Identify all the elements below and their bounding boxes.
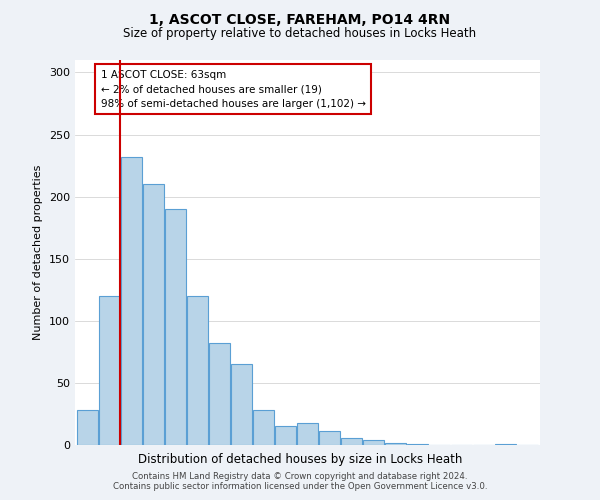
Bar [209, 343, 230, 445]
Y-axis label: Number of detached properties: Number of detached properties [34, 165, 43, 340]
Text: Distribution of detached houses by size in Locks Heath: Distribution of detached houses by size … [138, 452, 462, 466]
Bar [496, 444, 517, 445]
Bar [407, 444, 428, 445]
Bar [98, 296, 119, 445]
Bar [253, 410, 274, 445]
Text: 1, ASCOT CLOSE, FAREHAM, PO14 4RN: 1, ASCOT CLOSE, FAREHAM, PO14 4RN [149, 12, 451, 26]
Text: Size of property relative to detached houses in Locks Heath: Size of property relative to detached ho… [124, 28, 476, 40]
Bar [187, 296, 208, 445]
Text: Contains HM Land Registry data © Crown copyright and database right 2024.: Contains HM Land Registry data © Crown c… [132, 472, 468, 481]
Bar [275, 426, 296, 445]
Bar [319, 432, 340, 445]
Text: 1 ASCOT CLOSE: 63sqm
← 2% of detached houses are smaller (19)
98% of semi-detach: 1 ASCOT CLOSE: 63sqm ← 2% of detached ho… [101, 70, 365, 109]
Bar [231, 364, 252, 445]
Bar [385, 442, 406, 445]
Bar [143, 184, 164, 445]
Bar [77, 410, 98, 445]
Bar [121, 157, 142, 445]
Bar [363, 440, 384, 445]
Bar [165, 209, 186, 445]
Text: Contains public sector information licensed under the Open Government Licence v3: Contains public sector information licen… [113, 482, 487, 491]
Bar [297, 422, 318, 445]
Bar [341, 438, 362, 445]
